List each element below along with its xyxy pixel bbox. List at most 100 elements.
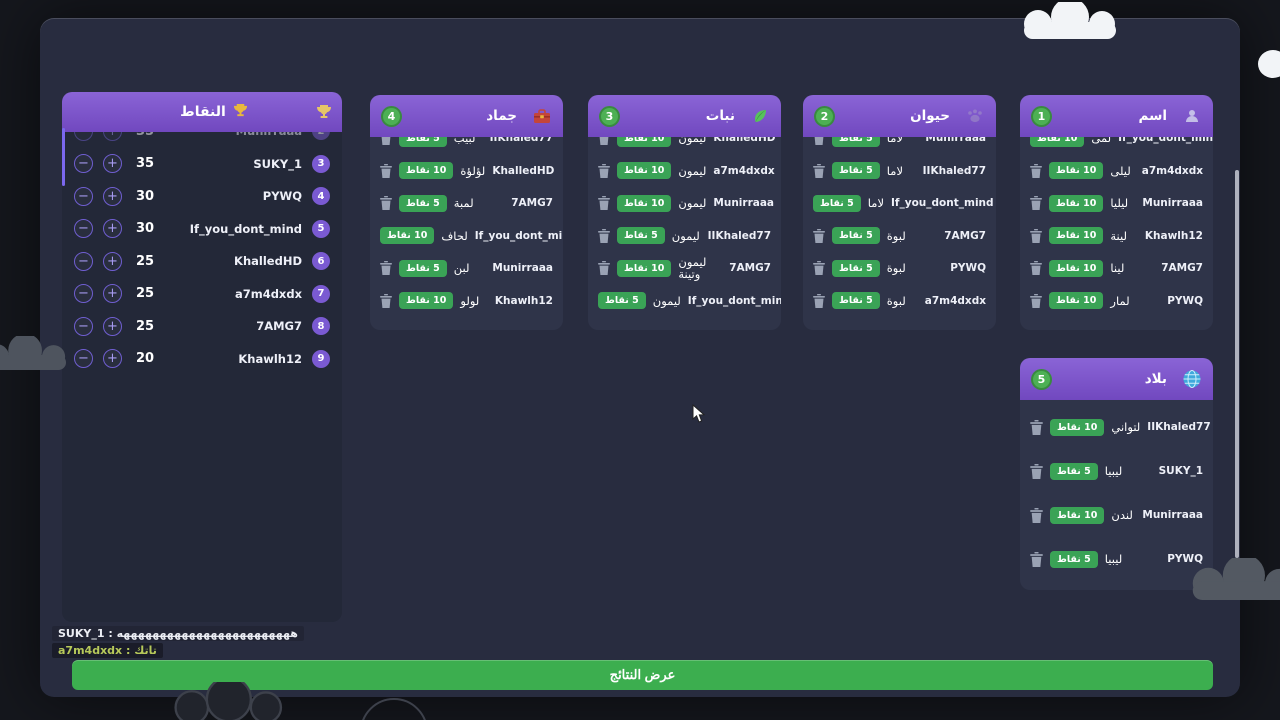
answer-text: ليمون وتينة [678, 255, 707, 282]
player-score: 25 [136, 318, 155, 334]
answer-text: لمى [1091, 137, 1112, 146]
trash-icon[interactable] [1030, 463, 1043, 479]
points-badge: 10 نقاط [617, 162, 672, 180]
answer-row: 10 نقاط ليمون a7m4dxdx [588, 155, 781, 188]
column-plant-answers: 10 نقاط ليمون KhalledHD 10 نقاط ليمون a7… [588, 137, 781, 330]
points-badge: 5 نقاط [832, 162, 880, 180]
answer-player: If_you_dont_mind [1118, 137, 1213, 145]
scoreboard-scroll-indicator[interactable] [62, 128, 65, 186]
scoreboard-row: − + 25 KhalledHD 6 [62, 245, 342, 278]
answer-player: PYWQ [1167, 294, 1203, 307]
trash-icon[interactable] [1030, 507, 1043, 523]
column-animal-header: 2 حيوان [803, 95, 996, 137]
answer-row: 10 نقاط لمار PYWQ [1020, 285, 1213, 318]
column-title: جماد [486, 108, 517, 124]
trash-icon[interactable] [598, 163, 610, 178]
answer-row: 5 نقاط ليبيا PYWQ [1020, 537, 1213, 581]
cloud-decoration [360, 698, 428, 720]
score-decrease-button[interactable]: − [74, 284, 93, 304]
answer-player: a7m4dxdx [713, 164, 775, 177]
score-increase-button[interactable]: + [103, 154, 122, 174]
points-badge: 10 نقاط [1049, 292, 1104, 310]
show-results-button[interactable]: عرض النتائج [72, 660, 1213, 690]
trash-icon[interactable] [813, 163, 825, 178]
answer-row: 5 نقاط لاما Munirraaa [803, 137, 996, 155]
score-decrease-button[interactable]: − [74, 349, 93, 369]
column-name-header: 1 اسم [1020, 95, 1213, 137]
answer-row: 10 نقاط لينا 7AMG7 [1020, 252, 1213, 285]
answer-row: 10 نقاط ليلى a7m4dxdx [1020, 155, 1213, 188]
points-badge: 10 نقاط [1049, 227, 1104, 245]
points-badge: 10 نقاط [617, 194, 672, 212]
trash-icon[interactable] [380, 137, 392, 146]
score-increase-button[interactable]: + [103, 349, 122, 369]
answer-player: KhalledHD [713, 137, 776, 145]
player-score: 35 [136, 132, 158, 139]
answer-text: لينة [1110, 228, 1128, 243]
answer-text: لبوة [886, 293, 906, 308]
trash-icon[interactable] [1030, 293, 1042, 308]
score-decrease-button[interactable]: − [74, 132, 93, 141]
trash-icon[interactable] [380, 196, 392, 211]
trash-icon[interactable] [813, 261, 825, 276]
chat-separator: : [104, 627, 117, 640]
trash-icon[interactable] [380, 293, 392, 308]
points-badge: 10 نقاط [399, 162, 454, 180]
answer-text: ليمون [652, 293, 681, 308]
player-name: Khawlh12 [238, 351, 302, 366]
answer-text: لولو [460, 293, 480, 308]
score-decrease-button[interactable]: − [74, 316, 93, 336]
score-decrease-button[interactable]: − [74, 154, 93, 174]
trash-icon[interactable] [1030, 196, 1042, 211]
trash-icon[interactable] [598, 196, 610, 211]
answer-text: لؤلؤة [460, 163, 486, 178]
answer-text: ليليا [1110, 196, 1129, 211]
score-decrease-button[interactable]: − [74, 251, 93, 271]
cloud-decoration [1258, 50, 1280, 78]
trash-icon[interactable] [1030, 163, 1042, 178]
trash-icon[interactable] [1030, 261, 1042, 276]
score-increase-button[interactable]: + [103, 284, 122, 304]
score-increase-button[interactable]: + [103, 219, 122, 239]
scoreboard-row: − + 30 PYWQ 4 [62, 180, 342, 213]
trash-icon[interactable] [1030, 551, 1043, 567]
player-name: Munirraaa [236, 132, 302, 138]
answer-row: 10 نقاط لؤلؤة KhalledHD [370, 155, 563, 188]
column-animal: 2 حيوان 5 نقاط لاما Munirraaa [803, 95, 996, 330]
points-badge: 10 نقاط [617, 137, 672, 147]
score-increase-button[interactable]: + [103, 251, 122, 271]
panel-scrollbar[interactable] [1235, 170, 1239, 558]
answer-player: If_you_dont_mind [891, 197, 994, 210]
trash-icon[interactable] [380, 261, 392, 276]
answer-player: SUKY_1 [1158, 465, 1203, 477]
column-number-badge: 1 [1031, 105, 1052, 127]
trash-icon[interactable] [813, 228, 825, 243]
column-object-header: 4 جماد [370, 95, 563, 137]
score-increase-button[interactable]: + [103, 316, 122, 336]
answer-row: 5 نقاط لبوة 7AMG7 [803, 220, 996, 253]
score-decrease-button[interactable]: − [74, 186, 93, 206]
scoreboard-title: النقاط [180, 104, 226, 120]
trash-icon[interactable] [598, 261, 610, 276]
trash-icon[interactable] [598, 137, 610, 146]
rank-badge: 3 [312, 154, 330, 173]
column-title: حيوان [910, 108, 950, 124]
points-badge: 10 نقاط [1049, 259, 1104, 277]
column-plant-header: 3 نبات [588, 95, 781, 137]
leaf-icon [750, 106, 770, 126]
trash-icon[interactable] [380, 163, 392, 178]
points-badge: 10 نقاط [1050, 418, 1105, 436]
answer-player: IIKhaled77 [922, 164, 986, 177]
trash-icon[interactable] [598, 228, 610, 243]
trash-icon[interactable] [813, 293, 825, 308]
score-increase-button[interactable]: + [103, 186, 122, 206]
answer-row: 10 نقاط ليمون وتينة 7AMG7 [588, 252, 781, 285]
trash-icon[interactable] [1030, 419, 1043, 435]
trash-icon[interactable] [813, 137, 825, 146]
scoreboard: النقاط − + 35 Munirraaa 2 [62, 92, 342, 622]
answer-text: لاما [886, 163, 904, 178]
score-increase-button[interactable]: + [103, 132, 122, 141]
column-number-badge: 5 [1031, 368, 1052, 390]
score-decrease-button[interactable]: − [74, 219, 93, 239]
trash-icon[interactable] [1030, 228, 1042, 243]
